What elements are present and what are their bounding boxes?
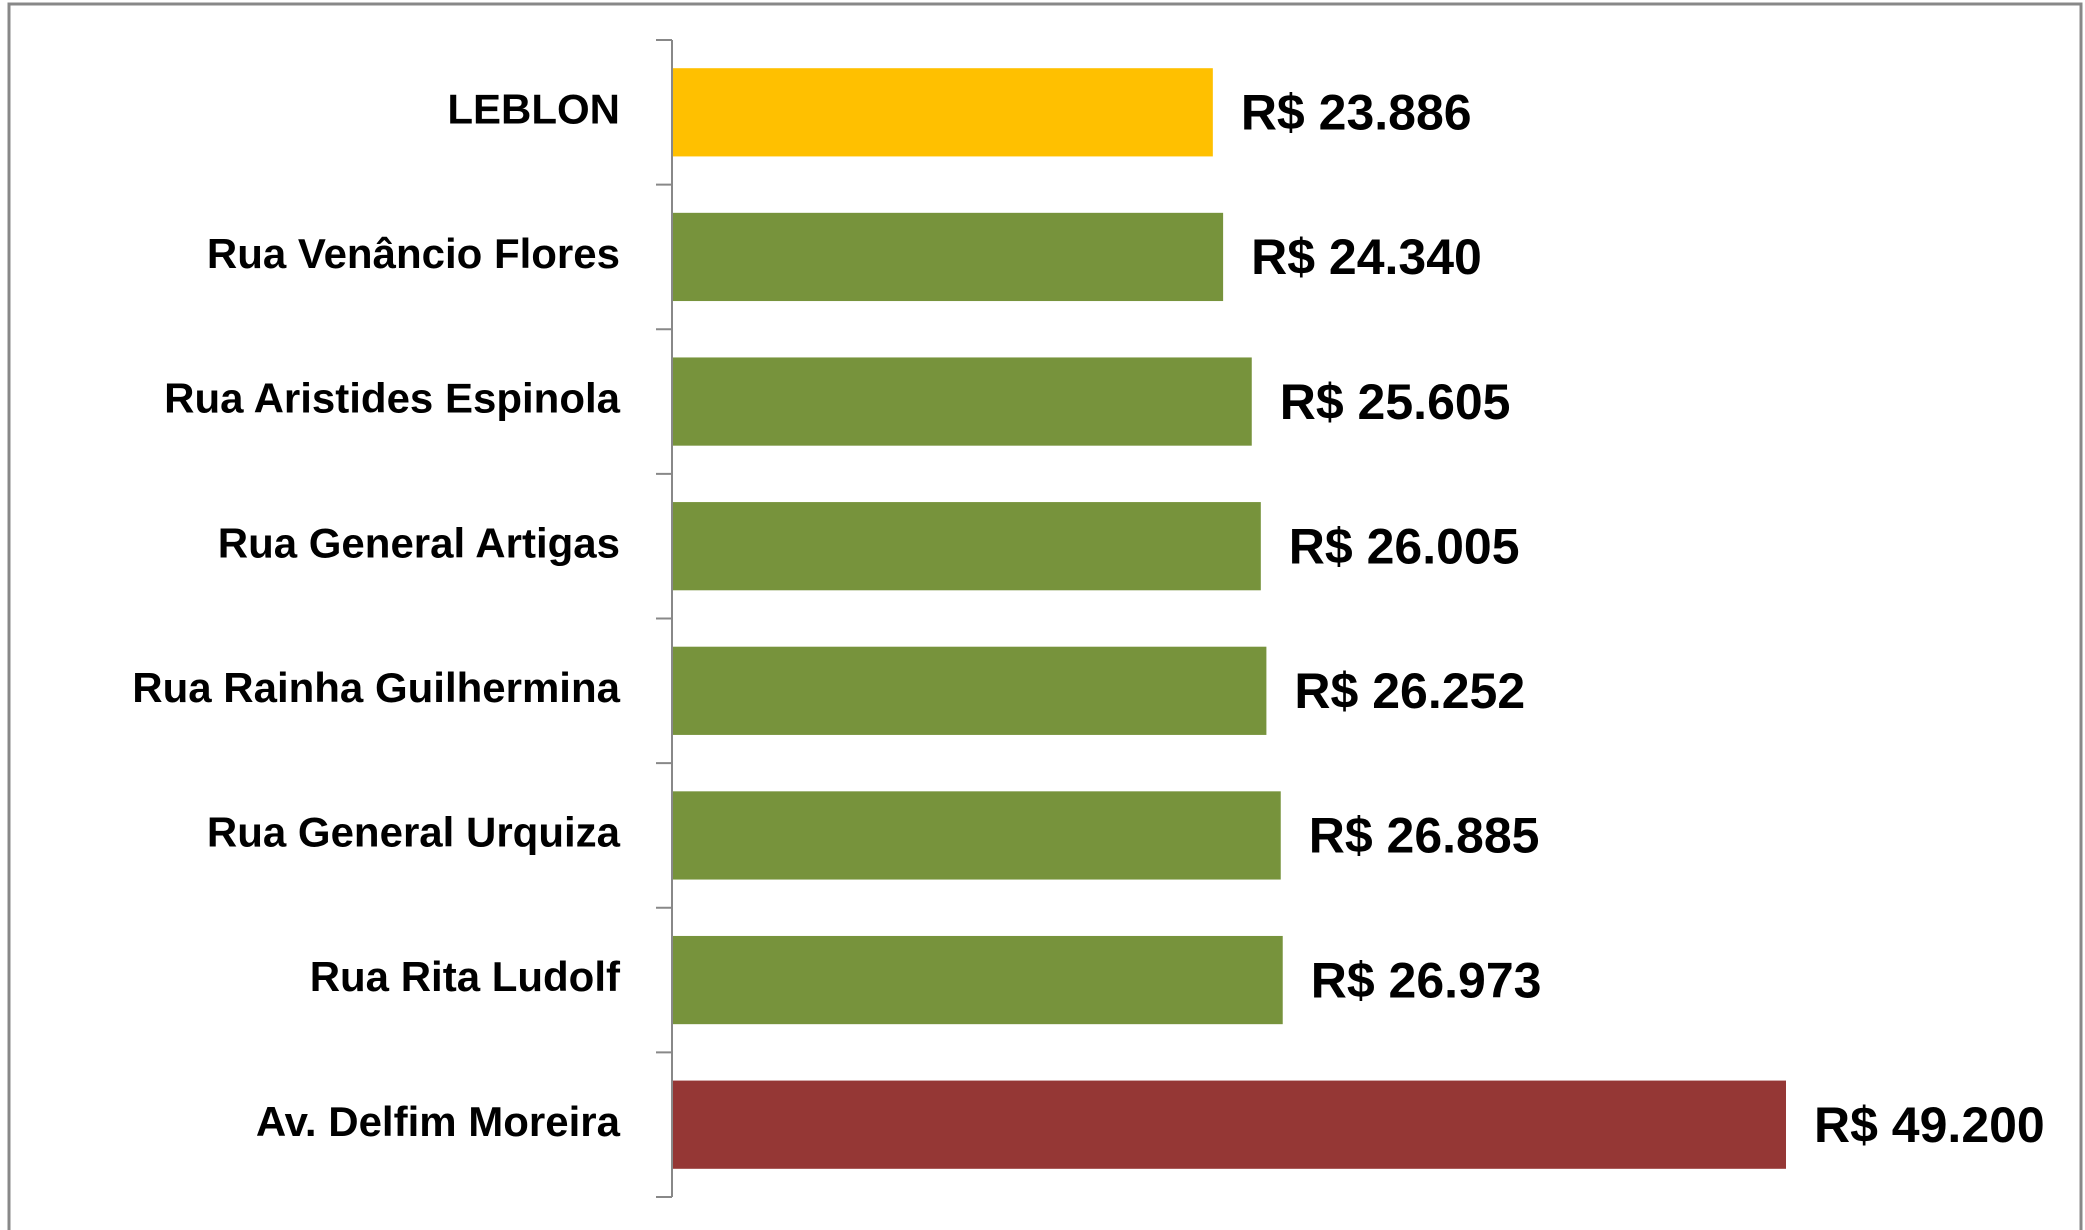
value-label: R$ 26.973 bbox=[1311, 952, 1542, 1008]
value-label: R$ 23.886 bbox=[1241, 85, 1472, 141]
value-label: R$ 24.340 bbox=[1251, 229, 1482, 285]
value-label: R$ 25.605 bbox=[1280, 374, 1511, 430]
bar bbox=[673, 791, 1281, 880]
category-label: Rua Rita Ludolf bbox=[310, 953, 621, 1000]
bar bbox=[673, 68, 1213, 157]
category-label: Rua Rainha Guilhermina bbox=[132, 664, 620, 711]
value-label: R$ 49.200 bbox=[1814, 1097, 2045, 1153]
value-label: R$ 26.005 bbox=[1289, 518, 1520, 574]
bar bbox=[673, 646, 1267, 735]
category-label: Rua General Urquiza bbox=[207, 809, 621, 856]
bar bbox=[673, 212, 1224, 302]
category-label: Rua General Artigas bbox=[218, 519, 620, 566]
bar bbox=[673, 935, 1283, 1025]
chart-frame bbox=[7, 2, 2083, 1230]
category-label: Rua Venâncio Flores bbox=[207, 230, 620, 277]
value-label: R$ 26.885 bbox=[1309, 808, 1540, 864]
bar bbox=[673, 1080, 1786, 1169]
bar bbox=[673, 502, 1261, 591]
category-label: Av. Delfim Moreira bbox=[256, 1098, 621, 1145]
value-label: R$ 26.252 bbox=[1294, 663, 1525, 719]
category-label: Rua Aristides Espinola bbox=[164, 375, 621, 422]
bar bbox=[673, 357, 1252, 446]
category-label: LEBLON bbox=[447, 85, 620, 132]
